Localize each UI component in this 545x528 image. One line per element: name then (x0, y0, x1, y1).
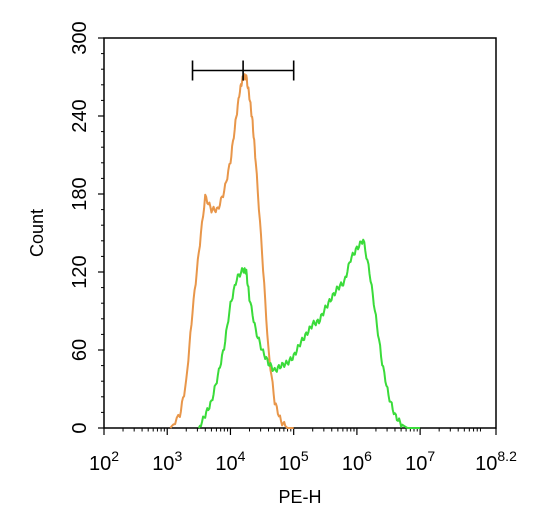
y-tick-labels: 0 60 120 180 240 300 (69, 21, 91, 433)
x-tick-label: 108.2 (475, 448, 517, 475)
green-histogram-line (197, 238, 421, 429)
x-tick-label: 106 (342, 448, 372, 475)
plot-frame (103, 37, 497, 429)
x-tick-exponent: 2 (111, 448, 119, 464)
x-axis-label: PE-H (278, 487, 321, 507)
x-tick-exponent: 4 (238, 448, 246, 464)
x-tick-base: 10 (405, 453, 427, 475)
x-tick-base: 10 (152, 453, 174, 475)
x-tick-base: 10 (279, 453, 301, 475)
x-tick-exponent: 7 (427, 448, 435, 464)
minor-ticks (101, 53, 481, 432)
y-tick-label: 0 (69, 422, 91, 433)
y-axis-label: Count (27, 209, 47, 257)
x-tick-base: 10 (475, 453, 497, 475)
x-tick-base: 10 (215, 453, 237, 475)
x-tick-exponent: 6 (364, 448, 372, 464)
orange-histogram-line (169, 73, 294, 429)
y-tick-label: 180 (69, 177, 91, 210)
x-tick-base: 10 (89, 453, 111, 475)
x-tick-label: 103 (152, 448, 182, 475)
x-tick-label: 102 (89, 448, 119, 475)
x-tick-exponent: 8.2 (497, 448, 517, 464)
x-tick-labels: 102 103 104 105 106 107 108.2 (89, 448, 517, 475)
x-tick-label: 107 (405, 448, 435, 475)
x-tick-exponent: 3 (174, 448, 182, 464)
y-tick-label: 240 (69, 99, 91, 132)
x-tick-base: 10 (342, 453, 364, 475)
y-tick-label: 300 (69, 21, 91, 54)
y-tick-label: 60 (69, 339, 91, 361)
series-layer (169, 73, 421, 429)
x-tick-exponent: 5 (301, 448, 309, 464)
gate-marker (191, 60, 295, 81)
x-tick-label: 104 (215, 448, 245, 475)
major-ticks (98, 37, 497, 435)
y-tick-label: 120 (69, 255, 91, 288)
x-tick-label: 105 (279, 448, 309, 475)
